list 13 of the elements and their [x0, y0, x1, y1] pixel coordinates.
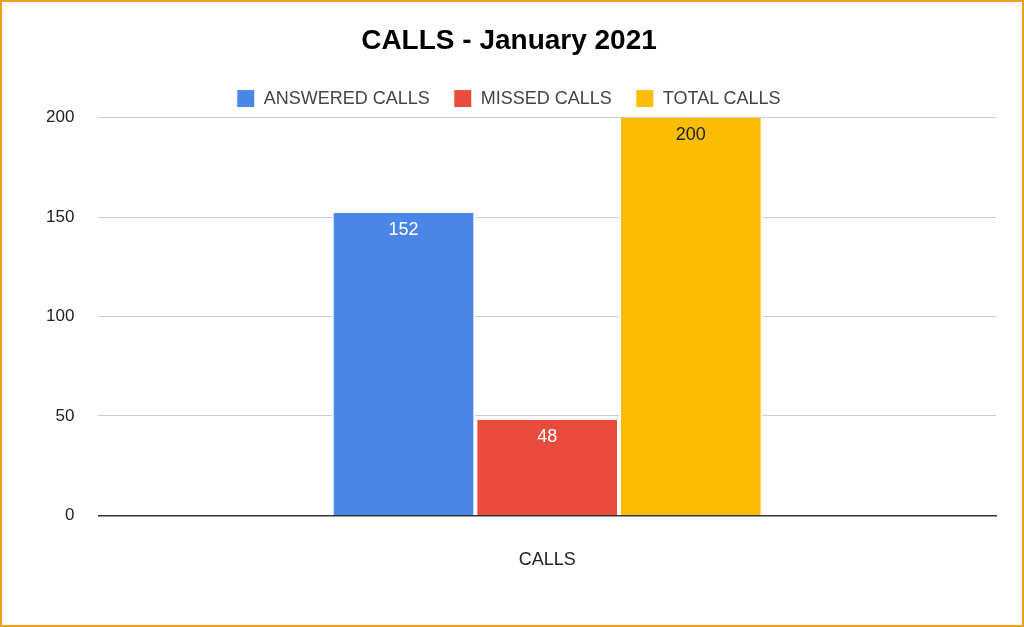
y-tick-label: 50 [55, 405, 75, 425]
data-label: 152 [388, 219, 419, 240]
legend-label: MISSED CALLS [480, 87, 612, 108]
y-tick-label: 150 [45, 206, 75, 226]
legend-label: TOTAL CALLS [662, 87, 781, 108]
legend-label: ANSWERED CALLS [263, 87, 430, 108]
x-tick-label: CALLS [518, 549, 576, 570]
chart-title: CALLS - January 2021 [361, 23, 657, 55]
y-tick-label: 0 [64, 505, 75, 525]
data-label: 200 [675, 123, 706, 144]
data-label: 48 [537, 425, 558, 446]
y-tick-label: 200 [45, 107, 75, 127]
y-tick-label: 100 [45, 306, 75, 326]
